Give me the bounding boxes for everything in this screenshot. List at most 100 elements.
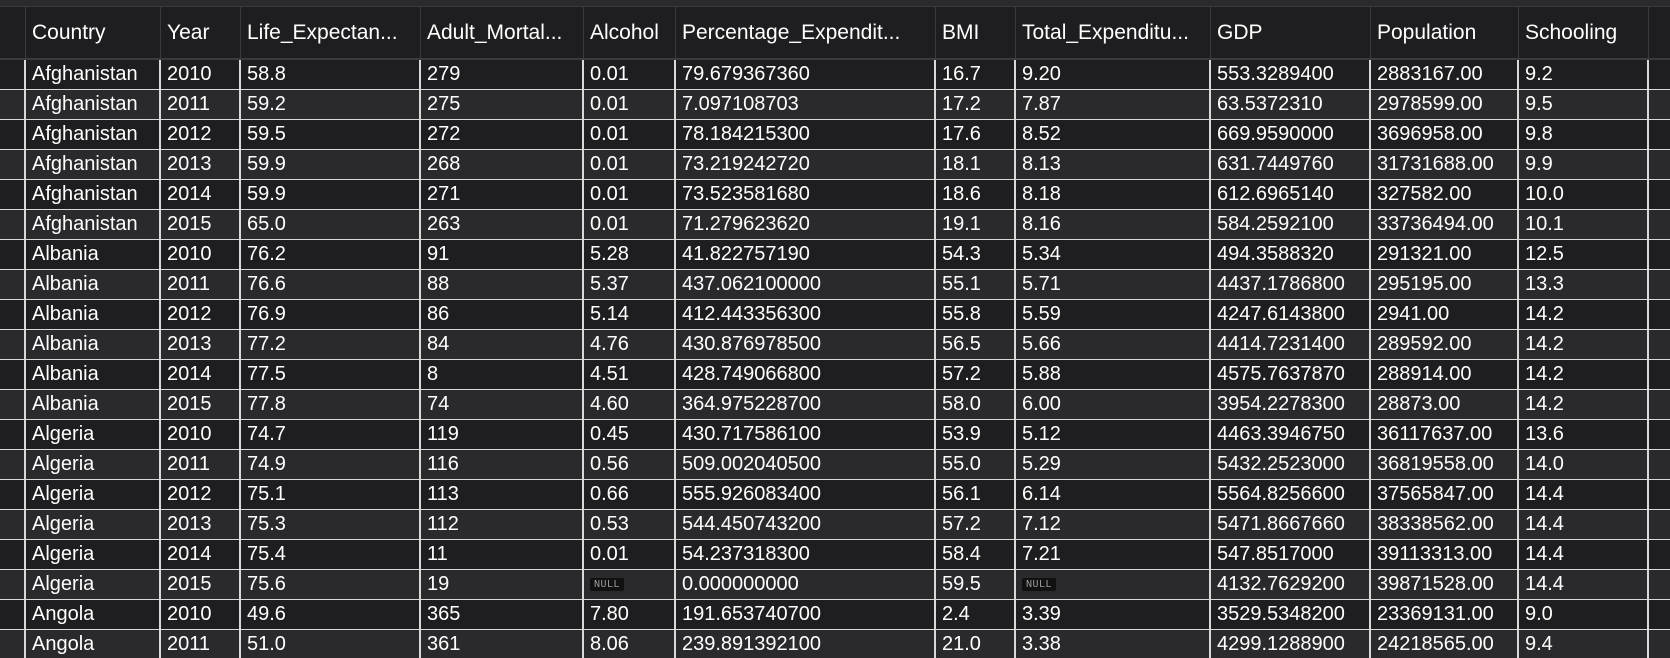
cell-bmi[interactable]: 56.5 xyxy=(936,330,1016,359)
cell-gdp[interactable]: 5432.2523000 xyxy=(1211,450,1371,479)
cell-year[interactable]: 2012 xyxy=(161,480,241,509)
cell-alcohol[interactable]: 0.66 xyxy=(584,480,676,509)
cell-school[interactable]: 14.2 xyxy=(1519,300,1649,329)
cell-adult[interactable]: 271 xyxy=(421,180,584,209)
cell-life[interactable]: 75.6 xyxy=(241,570,421,599)
table-row[interactable]: Algeria 2011 74.9 116 0.56 509.002040500 55.0 5… xyxy=(0,450,1670,480)
cell-pop[interactable]: 288914.00 xyxy=(1371,360,1519,389)
cell-school[interactable]: 10.0 xyxy=(1519,180,1649,209)
cell-gdp[interactable]: 63.5372310 xyxy=(1211,90,1371,119)
cell-pop[interactable]: 36117637.00 xyxy=(1371,420,1519,449)
cell-total[interactable]: 6.14 xyxy=(1016,480,1211,509)
table-row[interactable]: Afghanistan 2013 59.9 268 0.01 73.219242720 18… xyxy=(0,150,1670,180)
row-gutter[interactable] xyxy=(0,390,26,419)
cell-bmi[interactable]: 17.6 xyxy=(936,120,1016,149)
cell-country[interactable]: Albania xyxy=(26,360,161,389)
results-grid[interactable]: Country Year Life_Expectan... Adult_Mortal.… xyxy=(0,7,1670,658)
cell-country[interactable]: Afghanistan xyxy=(26,150,161,179)
cell-country[interactable]: Afghanistan xyxy=(26,60,161,89)
cell-school[interactable]: 9.4 xyxy=(1519,630,1649,658)
row-gutter[interactable] xyxy=(0,600,26,629)
cell-total[interactable]: 9.20 xyxy=(1016,60,1211,89)
cell-year[interactable]: 2010 xyxy=(161,240,241,269)
column-header-bmi[interactable]: BMI xyxy=(936,7,1016,58)
cell-bmi[interactable]: 21.0 xyxy=(936,630,1016,658)
cell-pct[interactable]: 7.097108703 xyxy=(676,90,936,119)
row-gutter[interactable] xyxy=(0,240,26,269)
column-header-pop[interactable]: Population xyxy=(1371,7,1519,58)
cell-adult[interactable]: 11 xyxy=(421,540,584,569)
cell-pct[interactable]: 430.876978500 xyxy=(676,330,936,359)
cell-bmi[interactable]: 17.2 xyxy=(936,90,1016,119)
cell-pct[interactable]: 191.653740700 xyxy=(676,600,936,629)
cell-bmi[interactable]: 54.3 xyxy=(936,240,1016,269)
cell-pop[interactable]: 31731688.00 xyxy=(1371,150,1519,179)
cell-alcohol[interactable]: 4.51 xyxy=(584,360,676,389)
cell-total[interactable]: 5.34 xyxy=(1016,240,1211,269)
row-gutter[interactable] xyxy=(0,90,26,119)
cell-life[interactable]: 59.9 xyxy=(241,180,421,209)
cell-life[interactable]: 75.4 xyxy=(241,540,421,569)
cell-total[interactable]: 5.71 xyxy=(1016,270,1211,299)
cell-country[interactable]: Algeria xyxy=(26,540,161,569)
cell-gdp[interactable]: 4299.1288900 xyxy=(1211,630,1371,658)
table-row[interactable]: Angola 2010 49.6 365 7.80 191.653740700 2.4 3.3… xyxy=(0,600,1670,630)
cell-adult[interactable]: 88 xyxy=(421,270,584,299)
cell-pct[interactable]: 412.443356300 xyxy=(676,300,936,329)
row-gutter[interactable] xyxy=(0,150,26,179)
cell-pct[interactable]: 41.822757190 xyxy=(676,240,936,269)
cell-total[interactable]: 7.21 xyxy=(1016,540,1211,569)
cell-country[interactable]: Afghanistan xyxy=(26,210,161,239)
table-row[interactable]: Afghanistan 2012 59.5 272 0.01 78.184215300 17… xyxy=(0,120,1670,150)
cell-pct[interactable]: 79.679367360 xyxy=(676,60,936,89)
cell-bmi[interactable]: 19.1 xyxy=(936,210,1016,239)
cell-alcohol[interactable]: 0.56 xyxy=(584,450,676,479)
column-header-pct[interactable]: Percentage_Expendit... xyxy=(676,7,936,58)
table-row[interactable]: Algeria 2014 75.4 11 0.01 54.237318300 58.4 7.2… xyxy=(0,540,1670,570)
cell-alcohol[interactable]: 5.37 xyxy=(584,270,676,299)
cell-year[interactable]: 2011 xyxy=(161,630,241,658)
cell-gdp[interactable]: 4575.7637870 xyxy=(1211,360,1371,389)
column-header-year[interactable]: Year xyxy=(161,7,241,58)
cell-adult[interactable]: 361 xyxy=(421,630,584,658)
cell-school[interactable]: 9.2 xyxy=(1519,60,1649,89)
cell-life[interactable]: 59.2 xyxy=(241,90,421,119)
column-header-total[interactable]: Total_Expenditu... xyxy=(1016,7,1211,58)
cell-pct[interactable]: 54.237318300 xyxy=(676,540,936,569)
cell-country[interactable]: Afghanistan xyxy=(26,180,161,209)
cell-total[interactable]: 8.16 xyxy=(1016,210,1211,239)
cell-gdp[interactable]: 3529.5348200 xyxy=(1211,600,1371,629)
row-gutter[interactable] xyxy=(0,540,26,569)
cell-pop[interactable]: 23369131.00 xyxy=(1371,600,1519,629)
cell-country[interactable]: Albania xyxy=(26,240,161,269)
cell-school[interactable]: 12.5 xyxy=(1519,240,1649,269)
cell-pop[interactable]: 39871528.00 xyxy=(1371,570,1519,599)
cell-pop[interactable]: 327582.00 xyxy=(1371,180,1519,209)
table-row[interactable]: Albania 2015 77.8 74 4.60 364.975228700 58.0 6.… xyxy=(0,390,1670,420)
cell-alcohol[interactable]: 0.45 xyxy=(584,420,676,449)
cell-alcohol[interactable]: 0.01 xyxy=(584,90,676,119)
cell-bmi[interactable]: 53.9 xyxy=(936,420,1016,449)
cell-pct[interactable]: 430.717586100 xyxy=(676,420,936,449)
cell-alcohol[interactable]: 5.28 xyxy=(584,240,676,269)
cell-school[interactable]: 14.2 xyxy=(1519,330,1649,359)
cell-bmi[interactable]: 57.2 xyxy=(936,360,1016,389)
cell-gdp[interactable]: 494.3588320 xyxy=(1211,240,1371,269)
cell-adult[interactable]: 86 xyxy=(421,300,584,329)
cell-total[interactable]: 8.13 xyxy=(1016,150,1211,179)
row-gutter[interactable] xyxy=(0,330,26,359)
cell-alcohol[interactable]: 0.01 xyxy=(584,180,676,209)
cell-life[interactable]: 76.2 xyxy=(241,240,421,269)
cell-gdp[interactable]: 584.2592100 xyxy=(1211,210,1371,239)
table-row[interactable]: Algeria 2015 75.6 19 NULL 0.000000000 59.5 NULL… xyxy=(0,570,1670,600)
cell-pct[interactable]: 555.926083400 xyxy=(676,480,936,509)
cell-pct[interactable]: 73.219242720 xyxy=(676,150,936,179)
cell-pop[interactable]: 2978599.00 xyxy=(1371,90,1519,119)
cell-country[interactable]: Angola xyxy=(26,630,161,658)
row-gutter[interactable] xyxy=(0,420,26,449)
cell-alcohol[interactable]: 4.60 xyxy=(584,390,676,419)
cell-adult[interactable]: 91 xyxy=(421,240,584,269)
table-row[interactable]: Algeria 2012 75.1 113 0.66 555.926083400 56.1 6… xyxy=(0,480,1670,510)
cell-country[interactable]: Algeria xyxy=(26,420,161,449)
cell-year[interactable]: 2013 xyxy=(161,150,241,179)
